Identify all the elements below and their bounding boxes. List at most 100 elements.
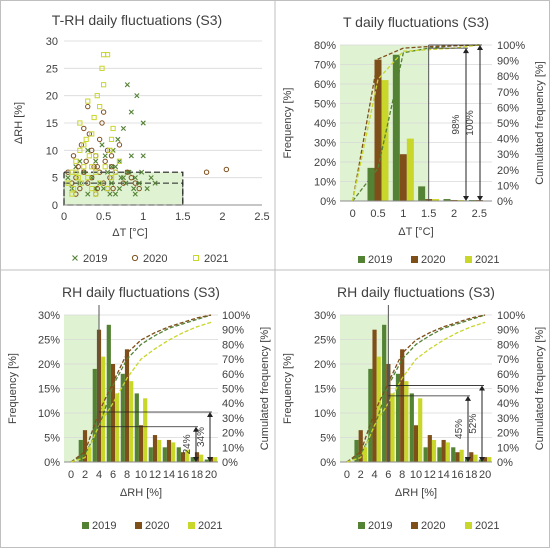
bar-2019 (451, 447, 456, 462)
annotation-24-arrowhead-top (193, 426, 199, 432)
scatter-point-2020 (100, 109, 107, 115)
y-tick-label: 0% (320, 196, 336, 208)
y2-tick-label: 30% (497, 413, 519, 425)
legend-swatch (135, 522, 142, 529)
scatter-point-2021 (81, 142, 87, 148)
bar-2020 (152, 435, 158, 462)
chart-title: T daily fluctuations (S3) (343, 14, 489, 30)
annotation-34-label: 34% (196, 427, 207, 447)
y2-tick-label: 70% (497, 87, 519, 99)
scatter-point-2019 (124, 82, 130, 88)
legend-swatch (411, 256, 418, 263)
chart-title: RH daily fluctuations (S3) (62, 284, 220, 300)
bar-2019 (354, 439, 359, 462)
bar-2021 (376, 356, 381, 462)
scatter-point-2021 (110, 125, 116, 132)
bar-2020 (110, 364, 116, 462)
y2-tick-label: 80% (497, 71, 519, 83)
cumulative-line-2021 (352, 44, 480, 202)
bar-2020 (427, 435, 432, 462)
legend-marker (193, 255, 199, 261)
x-tick-label: 4 (371, 469, 377, 481)
x-tick-label: 2 (82, 469, 88, 481)
scatter-point-2020 (136, 185, 142, 192)
y2-tick-label: 40% (222, 398, 244, 410)
y-tick-label: 20% (314, 157, 336, 169)
scatter-point-2021 (102, 164, 108, 170)
scatter-point-2020 (102, 158, 108, 164)
bar-2019 (204, 459, 209, 462)
legend-label: 2019 (92, 520, 116, 532)
scatter-point-2020 (77, 185, 83, 192)
y-tick-label: 20% (314, 359, 336, 371)
bar-2019 (120, 373, 125, 462)
bar-2020 (400, 349, 405, 462)
y-tick-label: 70% (314, 60, 336, 72)
y-tick-label: 80% (314, 40, 336, 52)
y2-tick-label: 60% (222, 369, 244, 381)
x-axis-label: ΔRH [%] (120, 487, 162, 499)
scatter-point-2020 (108, 153, 115, 159)
scatter-point-2020 (108, 164, 115, 170)
bar-2019 (106, 324, 111, 462)
y2-tick-label: 90% (497, 56, 519, 68)
scatter-point-2019 (132, 191, 138, 197)
scatter-point-2019 (116, 158, 123, 164)
scatter-point-2020 (89, 147, 95, 154)
annotation-52-arrowhead-bottom (479, 457, 485, 462)
annotation-45-arrowhead-top (465, 395, 471, 401)
annotation-52-arrowhead-top (479, 385, 485, 391)
y-tick-label: 10% (314, 177, 336, 189)
x-tick-label: 2 (219, 211, 225, 223)
x-tick-label: 0 (350, 208, 356, 220)
scatter-point-2019 (126, 169, 132, 175)
scatter-point-2020 (81, 169, 87, 175)
scatter-point-2019 (139, 169, 145, 175)
y2-tick-label: 10% (497, 442, 519, 454)
y2-tick-label: 10% (222, 442, 244, 454)
bar-2021 (390, 393, 395, 462)
legend-label: 2020 (421, 254, 445, 266)
scatter-point-2021 (91, 114, 97, 121)
x-tick-label: 2.5 (472, 208, 487, 220)
x-tick-label: 8 (399, 469, 405, 481)
y2-tick-label: 10% (497, 180, 519, 192)
scatter-point-2020 (92, 153, 99, 159)
x-tick-label: 2 (358, 469, 364, 481)
bar-chart-2: 0% 5% 10% 15% 20% 25% 30% 0% 10% 20% 30% 40% 50% 60% 7… (7, 284, 271, 532)
bar-2021 (404, 381, 409, 462)
scatter-point-2021 (89, 164, 95, 170)
x-tick-label: 16 (177, 469, 189, 481)
scatter-point-2020 (120, 180, 127, 186)
bar-2020 (413, 425, 419, 462)
legend-label: 2019 (368, 254, 392, 266)
scatter-point-2019 (102, 153, 108, 159)
y2-tick-label: 100% (497, 40, 525, 52)
x-tick-label: 0 (68, 469, 74, 481)
y-tick-label: 0% (320, 457, 336, 469)
bar-2021 (171, 442, 176, 462)
scatter-point-2019 (77, 180, 83, 186)
scatter-point-2019 (107, 191, 113, 197)
scatter-point-2019 (65, 175, 71, 181)
scatter-point-2020 (203, 169, 210, 175)
scatter-point-2021 (89, 186, 95, 192)
x-tick-label: 8 (124, 469, 130, 481)
bar-2020 (441, 439, 446, 462)
y2-tick-label: 0% (497, 457, 513, 469)
legend-swatch (358, 522, 365, 529)
bar-2021 (129, 381, 134, 462)
scatter-point-2020 (94, 185, 100, 192)
y-tick-label: 10 (46, 145, 58, 157)
scatter-chart: 0 5 10 15 20 25 30 0 0.5 1 1.5 2 2.5 T-RH daily fluct… (13, 12, 270, 265)
chart-title: RH daily fluctuations (S3) (337, 284, 495, 300)
scatter-point-2019 (128, 109, 134, 115)
legend-marker (72, 255, 78, 261)
x-tick-label: 16 (451, 469, 463, 481)
scatter-point-2021 (77, 147, 83, 153)
annotation-98-label: 98% (451, 114, 462, 134)
bar-2020 (374, 59, 382, 201)
x-tick-label: 1 (400, 208, 406, 220)
bar-2019 (437, 447, 442, 462)
